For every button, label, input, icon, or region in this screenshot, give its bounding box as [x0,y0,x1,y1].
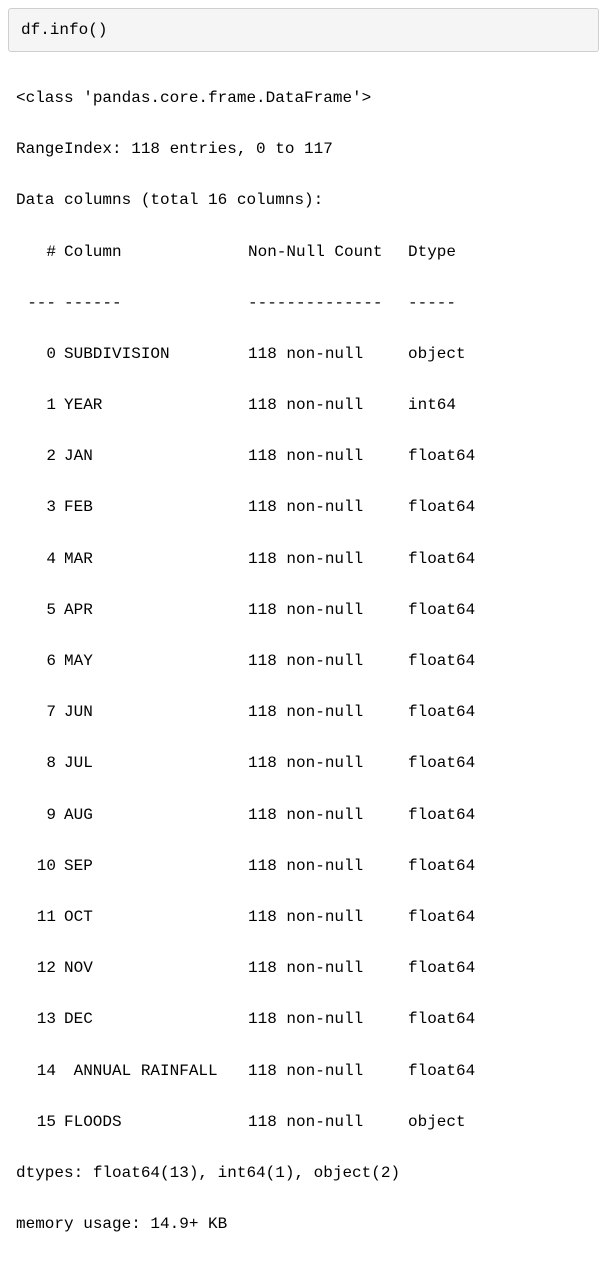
row-nonnull: 118 non-null [248,956,408,982]
row-nonnull: 118 non-null [248,1059,408,1085]
row-idx: 14 [16,1059,64,1085]
divider-dtype: ----- [408,291,456,317]
divider-nonnull: -------------- [248,291,408,317]
code-cell[interactable]: df.info() [8,8,599,52]
header-idx: # [16,240,64,266]
row-idx: 8 [16,751,64,777]
row-dtype: float64 [408,649,475,675]
code-text: df.info() [21,21,107,39]
row-dtype: object [408,1110,466,1136]
row-column: SUBDIVISION [64,342,248,368]
table-row: 7JUN118 non-nullfloat64 [16,700,591,726]
divider-row: ---------------------------- [16,291,591,317]
row-dtype: float64 [408,1007,475,1033]
row-column: JUN [64,700,248,726]
row-nonnull: 118 non-null [248,803,408,829]
row-column: MAY [64,649,248,675]
range-index-line: RangeIndex: 118 entries, 0 to 117 [16,137,591,163]
row-column: FEB [64,495,248,521]
row-dtype: float64 [408,1059,475,1085]
row-column: FLOODS [64,1110,248,1136]
row-idx: 0 [16,342,64,368]
class-line: <class 'pandas.core.frame.DataFrame'> [16,86,591,112]
table-row: 2JAN118 non-nullfloat64 [16,444,591,470]
row-nonnull: 118 non-null [248,751,408,777]
row-dtype: object [408,342,466,368]
row-idx: 7 [16,700,64,726]
row-dtype: float64 [408,803,475,829]
output-area: <class 'pandas.core.frame.DataFrame'> Ra… [0,52,607,1279]
row-idx: 10 [16,854,64,880]
table-row: 3FEB118 non-nullfloat64 [16,495,591,521]
header-row: #ColumnNon-Null CountDtype [16,240,591,266]
row-idx: 6 [16,649,64,675]
row-column: AUG [64,803,248,829]
header-dtype: Dtype [408,240,456,266]
table-row: 0SUBDIVISION118 non-nullobject [16,342,591,368]
row-column: MAR [64,547,248,573]
table-row: 12NOV118 non-nullfloat64 [16,956,591,982]
row-column: ANNUAL RAINFALL [64,1059,248,1085]
row-nonnull: 118 non-null [248,700,408,726]
row-idx: 2 [16,444,64,470]
row-nonnull: 118 non-null [248,905,408,931]
table-row: 1YEAR118 non-nullint64 [16,393,591,419]
row-nonnull: 118 non-null [248,1007,408,1033]
row-idx: 11 [16,905,64,931]
row-column: JAN [64,444,248,470]
row-dtype: float64 [408,956,475,982]
row-column: APR [64,598,248,624]
row-nonnull: 118 non-null [248,854,408,880]
row-column: DEC [64,1007,248,1033]
row-idx: 9 [16,803,64,829]
table-row: 14 ANNUAL RAINFALL118 non-nullfloat64 [16,1059,591,1085]
row-nonnull: 118 non-null [248,649,408,675]
row-dtype: float64 [408,444,475,470]
row-nonnull: 118 non-null [248,393,408,419]
table-row: 10SEP118 non-nullfloat64 [16,854,591,880]
row-idx: 13 [16,1007,64,1033]
memory-line: memory usage: 14.9+ KB [16,1212,591,1238]
row-idx: 15 [16,1110,64,1136]
table-row: 8JUL118 non-nullfloat64 [16,751,591,777]
row-nonnull: 118 non-null [248,547,408,573]
table-row: 15FLOODS118 non-nullobject [16,1110,591,1136]
table-row: 13DEC118 non-nullfloat64 [16,1007,591,1033]
row-dtype: float64 [408,905,475,931]
row-idx: 5 [16,598,64,624]
row-idx: 3 [16,495,64,521]
row-column: OCT [64,905,248,931]
table-row: 4MAR118 non-nullfloat64 [16,547,591,573]
row-dtype: float64 [408,598,475,624]
row-idx: 12 [16,956,64,982]
row-nonnull: 118 non-null [248,598,408,624]
row-nonnull: 118 non-null [248,1110,408,1136]
row-column: JUL [64,751,248,777]
row-nonnull: 118 non-null [248,495,408,521]
row-dtype: float64 [408,751,475,777]
divider-idx: --- [16,291,64,317]
table-row: 11OCT118 non-nullfloat64 [16,905,591,931]
row-dtype: int64 [408,393,456,419]
row-dtype: float64 [408,854,475,880]
table-row: 9AUG118 non-nullfloat64 [16,803,591,829]
row-dtype: float64 [408,700,475,726]
row-dtype: float64 [408,495,475,521]
row-column: YEAR [64,393,248,419]
dtypes-line: dtypes: float64(13), int64(1), object(2) [16,1161,591,1187]
row-idx: 1 [16,393,64,419]
row-nonnull: 118 non-null [248,444,408,470]
header-column: Column [64,240,248,266]
data-columns-line: Data columns (total 16 columns): [16,188,591,214]
row-column: SEP [64,854,248,880]
row-idx: 4 [16,547,64,573]
row-dtype: float64 [408,547,475,573]
table-row: 5APR118 non-nullfloat64 [16,598,591,624]
row-column: NOV [64,956,248,982]
divider-column: ------ [64,291,248,317]
table-row: 6MAY118 non-nullfloat64 [16,649,591,675]
header-nonnull: Non-Null Count [248,240,408,266]
row-nonnull: 118 non-null [248,342,408,368]
